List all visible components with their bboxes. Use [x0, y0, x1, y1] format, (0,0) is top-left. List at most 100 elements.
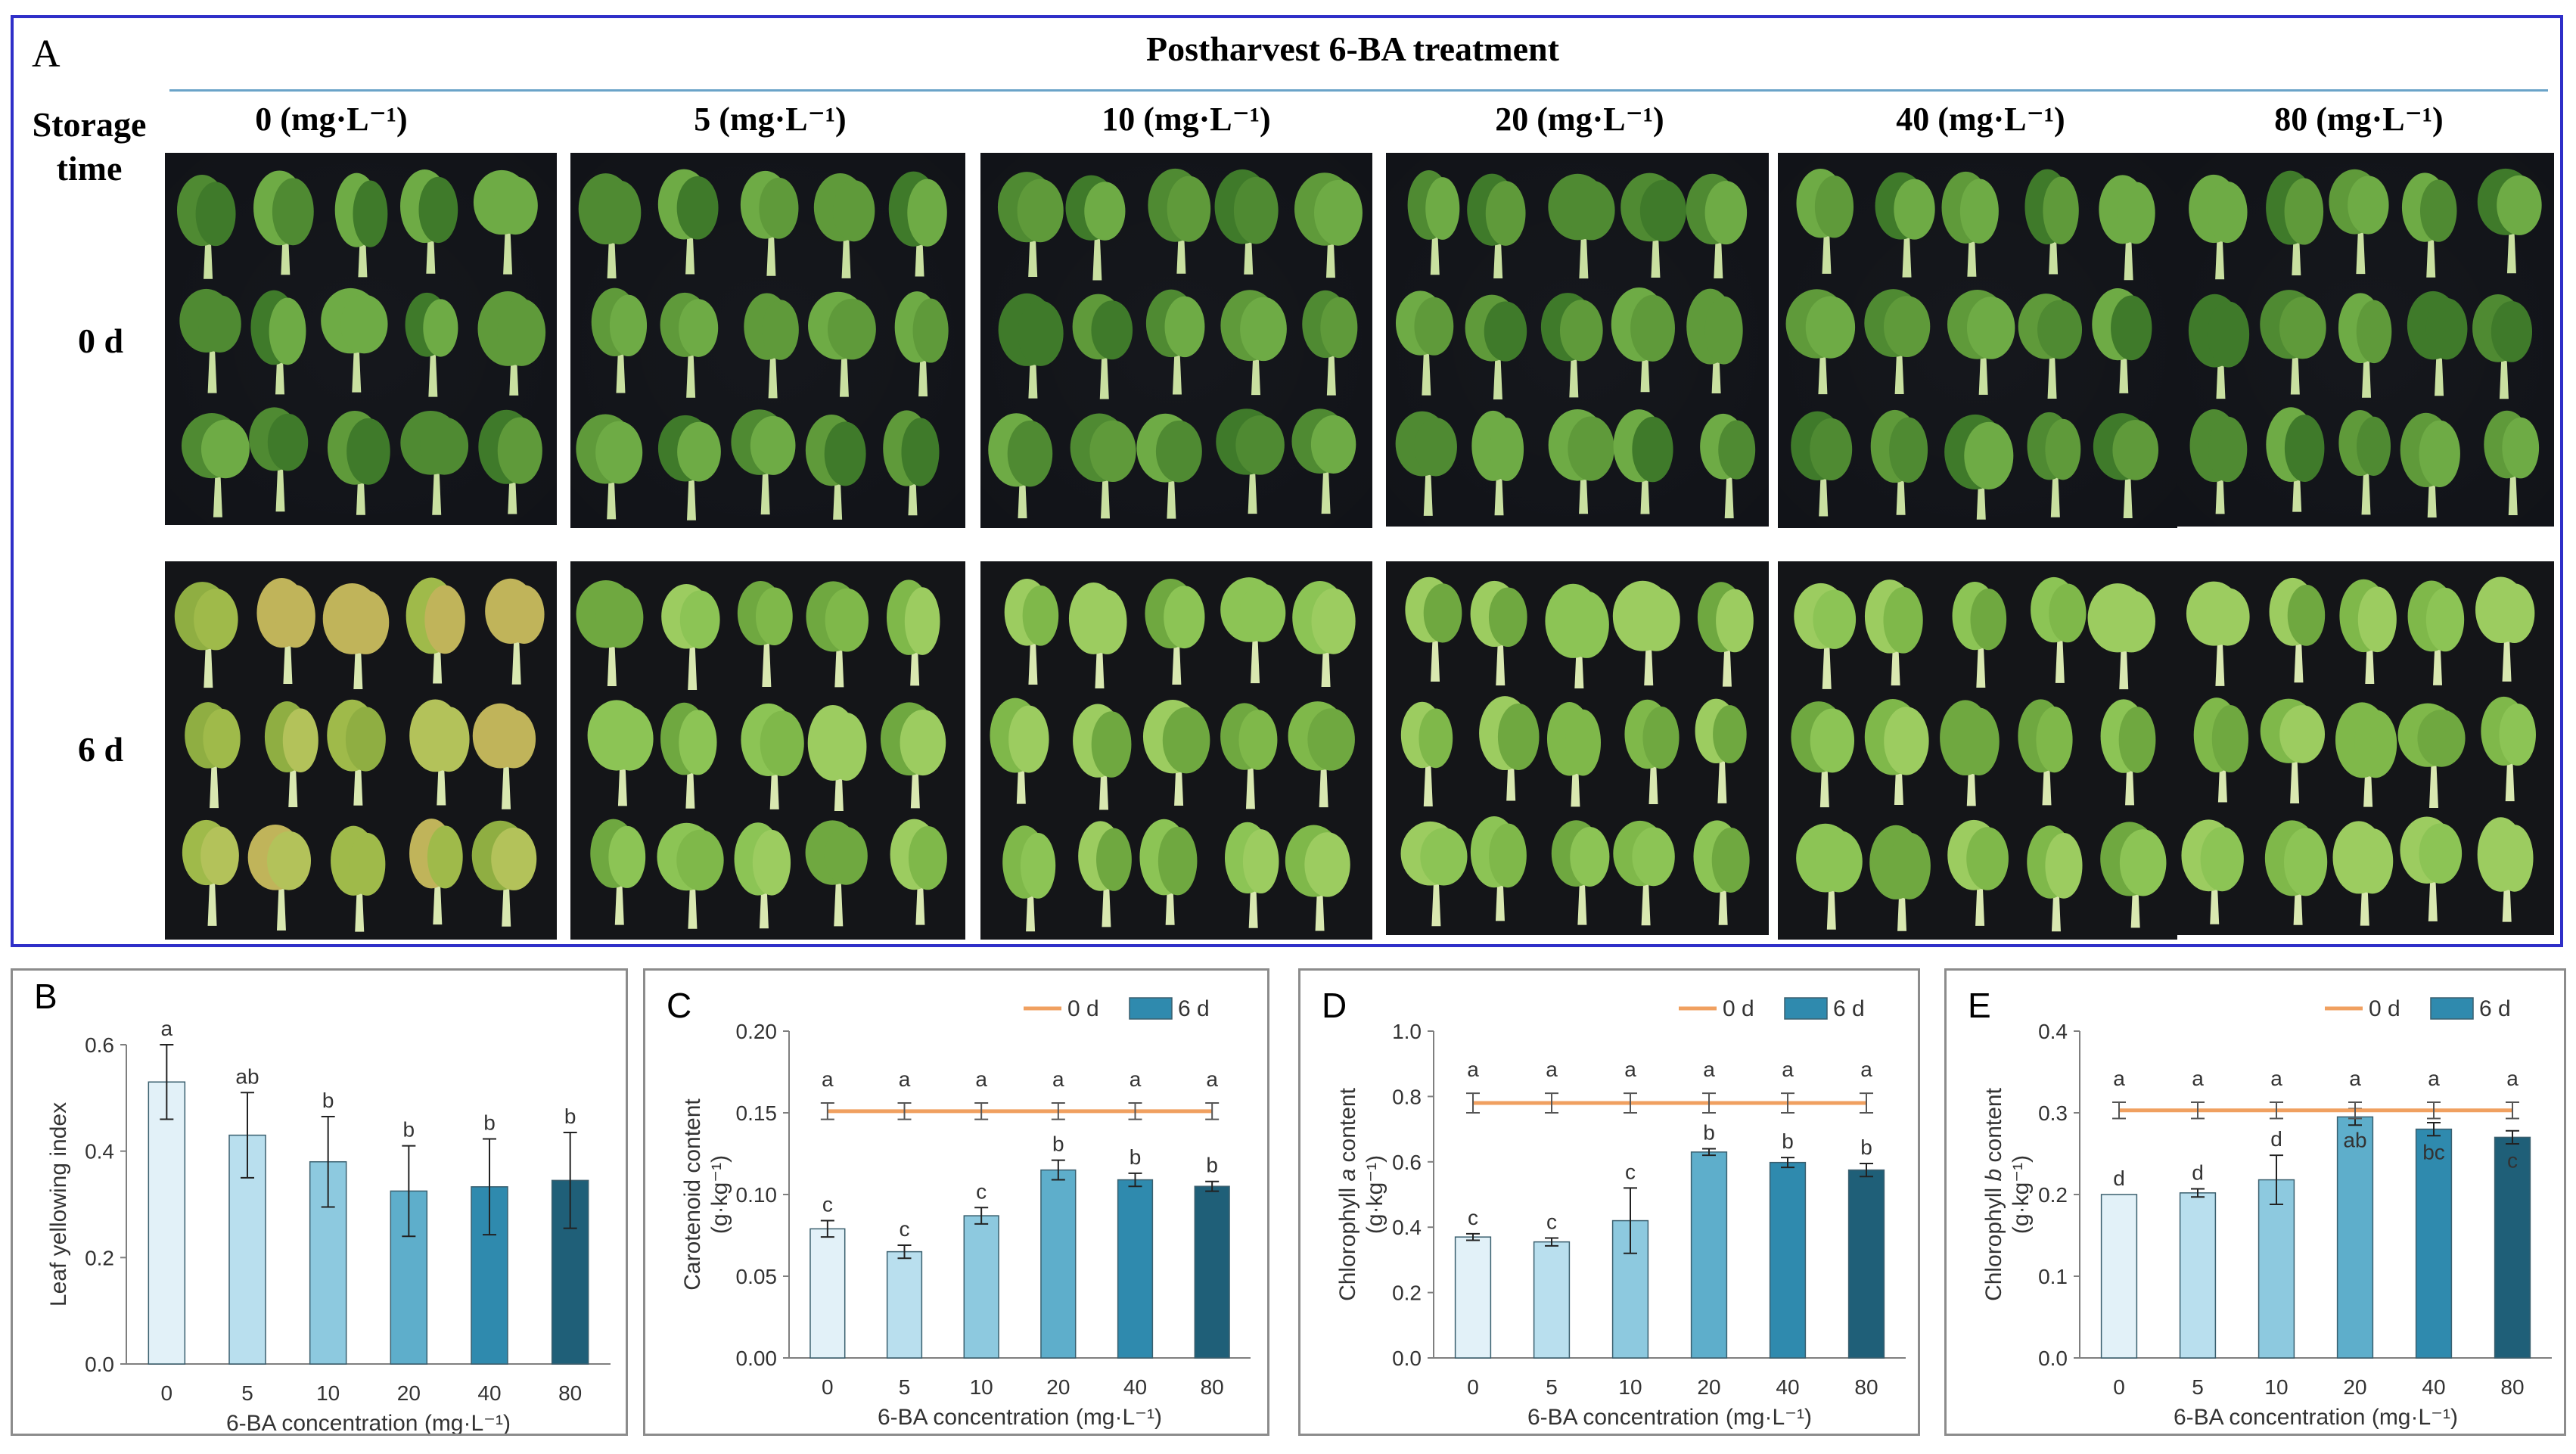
bar [886, 1251, 923, 1359]
plant [740, 170, 799, 276]
plant-leaf [1423, 583, 1462, 643]
line-significance-letter: a [2270, 1067, 2282, 1090]
plant [1620, 172, 1687, 278]
plant [2031, 576, 2087, 683]
plant [2407, 290, 2468, 396]
plant [998, 293, 1064, 399]
plant-leaf [2417, 710, 2466, 767]
plant-leaf [904, 587, 940, 655]
panel-letter: E [1968, 986, 1991, 1025]
plant-stem [432, 462, 442, 515]
storage-label: Storage [32, 105, 147, 144]
line-significance-letter: a [1546, 1058, 1558, 1081]
x-axis-label: 6-BA concentration (mg·L⁻¹) [878, 1405, 1162, 1430]
line-significance-letter: a [1703, 1058, 1715, 1081]
plant-leaf [1958, 707, 2000, 776]
plant [2087, 583, 2155, 690]
pakchoi-plants-image [988, 168, 1363, 519]
plant [1145, 578, 1205, 685]
bar [809, 1228, 846, 1359]
x-tick-label: 40 [2422, 1375, 2445, 1399]
plant-leaf [1485, 181, 1526, 246]
plant-leaf [1713, 705, 1747, 764]
plant-leaf [679, 299, 719, 357]
plant [1613, 820, 1675, 926]
plant-leaf [1810, 418, 1853, 481]
plant [182, 819, 239, 926]
plant [485, 578, 545, 685]
plant-leaf [272, 178, 314, 246]
legend-bar-swatch [1129, 997, 1173, 1020]
bar [2179, 1192, 2217, 1359]
plant [886, 579, 940, 686]
plant-leaf [2043, 176, 2079, 244]
plant [1470, 580, 1527, 686]
significance-letter: b [322, 1089, 334, 1112]
y-tick-label: 0.3 [2038, 1101, 2068, 1125]
plant-leaf [2283, 828, 2328, 896]
plant-leaf [1889, 417, 1928, 483]
plant-stem [1321, 461, 1331, 514]
plant-leaf [824, 826, 868, 885]
line-significance-letter: a [1624, 1058, 1636, 1081]
plant-leaf [349, 832, 386, 896]
plant-leaf [609, 294, 648, 356]
plant [737, 580, 793, 687]
plant [1073, 704, 1132, 810]
column-label-10: 10 (mg·L⁻¹) [1102, 101, 1271, 138]
plant-leaf [200, 826, 239, 886]
plant-leaf [198, 295, 241, 353]
plant [1002, 825, 1056, 932]
plant [2329, 169, 2389, 275]
plant-leaf [1320, 297, 1358, 359]
plant-leaf [1311, 588, 1356, 654]
plant [1612, 580, 1680, 686]
y-tick-label: 0.1 [2038, 1265, 2068, 1288]
plant-leaf [824, 421, 866, 486]
plant [2260, 698, 2326, 803]
plant-leaf [1235, 415, 1285, 475]
y-axis-unit: (g·kg⁻¹) [707, 1155, 732, 1234]
plant-leaf [679, 590, 720, 649]
plant-leaf [900, 710, 946, 776]
y-axis-unit: (g·kg⁻¹) [2009, 1155, 2034, 1234]
plant [1700, 413, 1756, 519]
plant-stem [1251, 630, 1260, 684]
plant-leaf [345, 707, 386, 772]
plant-leaf [1489, 823, 1527, 888]
plant [2484, 410, 2540, 516]
plant [1220, 577, 1286, 684]
plant-stem [275, 459, 285, 512]
plant-stem [2215, 633, 2225, 686]
plant-leaf [2354, 710, 2397, 778]
legend-label-0d: 0 d [1723, 996, 1754, 1021]
chart-d-box: D 0.0 0.2 0.4 0.6 0.8 1.0 0 5 10 20 40 80 6-BA concen… [1298, 968, 1920, 1436]
plant [660, 702, 717, 809]
plant-stem [511, 631, 521, 685]
plant-leaf [493, 176, 538, 235]
column-label-0: 0 (mg·L⁻¹) [255, 101, 408, 138]
plant [1791, 701, 1855, 808]
plant [405, 292, 458, 397]
plant-leaf [491, 827, 537, 890]
plant-leaf [1970, 589, 2007, 651]
significance-letter: bc [2422, 1141, 2445, 1164]
pakchoi-plants-image [1395, 169, 1756, 519]
plant [400, 410, 469, 515]
plant-leaf [2351, 828, 2394, 894]
plant-leaf [907, 179, 947, 247]
bar [1690, 1151, 1728, 1359]
plant-leaf [908, 825, 947, 890]
plant [1693, 820, 1750, 925]
photo-0d-80mg [2176, 153, 2554, 527]
plant-leaf [424, 585, 465, 654]
plant-leaf [1632, 827, 1675, 887]
plant [1302, 290, 1358, 396]
plant-stem [762, 633, 772, 687]
plant-leaf [676, 176, 719, 240]
plant [1291, 409, 1356, 514]
plant-leaf [266, 831, 312, 890]
plant [1467, 173, 1526, 278]
plant-leaf [1568, 416, 1614, 481]
plant-leaf [1313, 179, 1363, 246]
